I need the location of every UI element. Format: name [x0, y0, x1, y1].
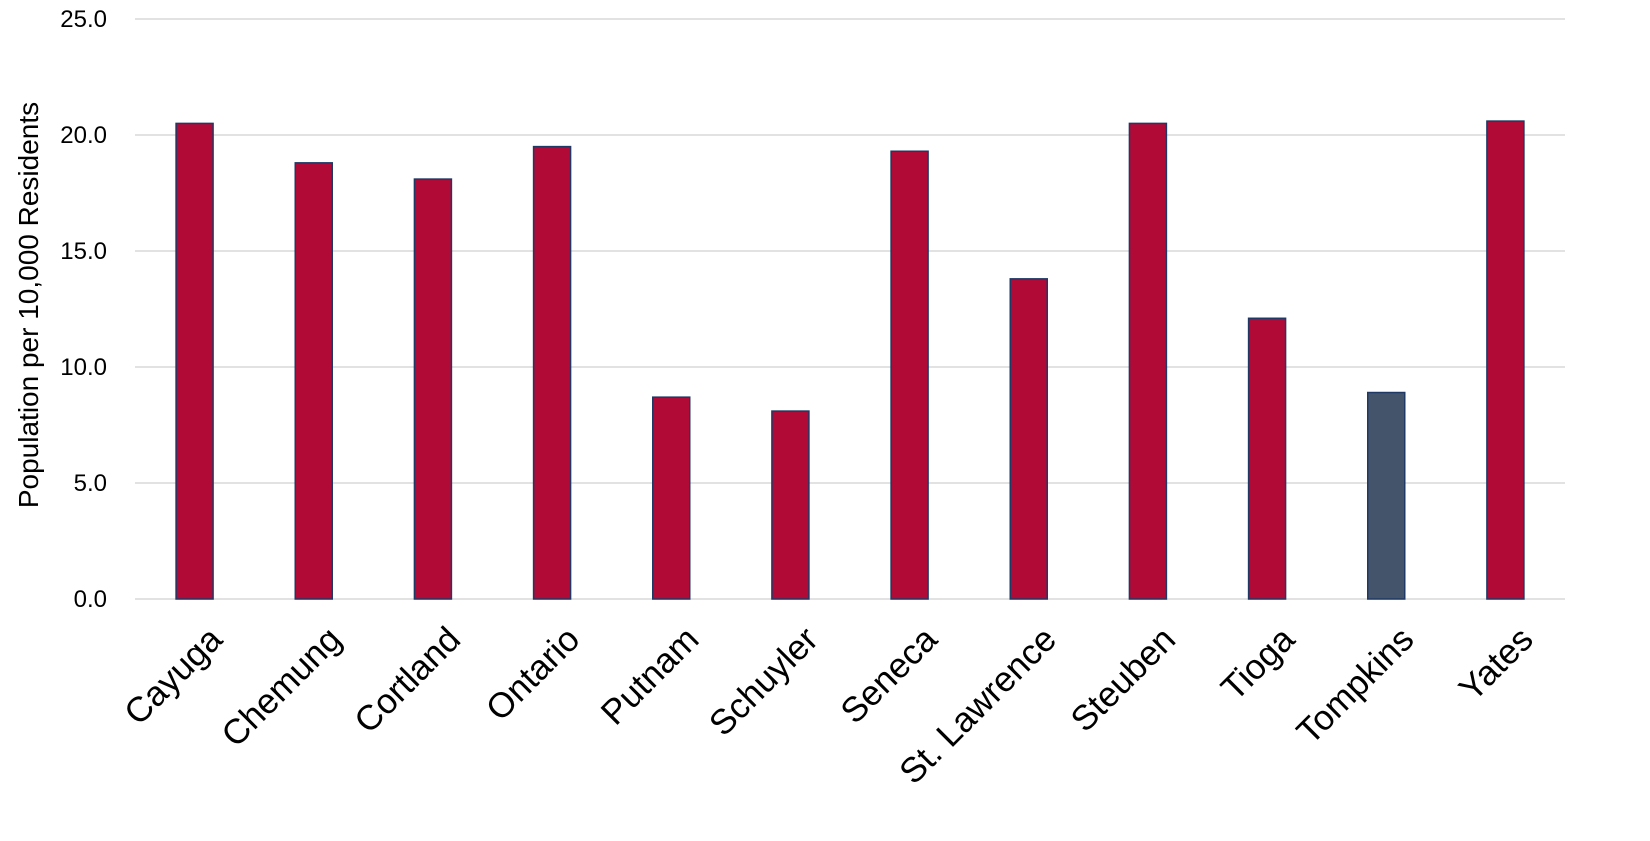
x-tick-label: Putnam: [594, 620, 707, 733]
bar-ontario: [532, 145, 572, 600]
x-tick-label: Yates: [1452, 620, 1541, 709]
x-tick-label: Schuyler: [702, 619, 826, 743]
bar-tioga: [1247, 317, 1287, 600]
y-tick-label: 20.0: [60, 122, 107, 149]
bar-seneca: [890, 150, 929, 600]
y-tick-label: 15.0: [60, 238, 107, 265]
bar-st-lawrence: [1009, 278, 1048, 600]
y-tick-label: 10.0: [60, 354, 107, 381]
y-tick-label: 5.0: [74, 470, 107, 497]
x-tick-label: Cayuga: [117, 619, 230, 732]
bars: [175, 120, 1525, 600]
x-tick-label: Tioga: [1214, 619, 1303, 708]
bar-putnam: [652, 396, 691, 600]
y-axis-title: Population per 10,000 Residents: [13, 102, 44, 508]
bar-chemung: [294, 162, 333, 600]
y-tick-label: 25.0: [60, 6, 107, 33]
bar-steuben: [1128, 122, 1168, 600]
bar-yates: [1486, 120, 1525, 600]
x-tick-label: Chemung: [214, 620, 349, 755]
y-axis-ticks: 0.0 5.0 10.0 15.0 20.0 25.0: [60, 6, 107, 613]
gridlines: [135, 18, 1565, 600]
x-tick-label: Ontario: [479, 620, 588, 729]
bar-cayuga: [175, 122, 214, 600]
bar-schuyler: [771, 410, 810, 600]
x-tick-label: Seneca: [833, 619, 945, 731]
x-tick-label: Tompkins: [1289, 620, 1421, 752]
bar-tompkins: [1367, 391, 1406, 600]
bar-cortland: [413, 178, 453, 600]
y-tick-label: 0.0: [74, 586, 107, 613]
x-tick-label: Steuben: [1063, 620, 1183, 740]
x-tick-label: Cortland: [347, 620, 468, 741]
